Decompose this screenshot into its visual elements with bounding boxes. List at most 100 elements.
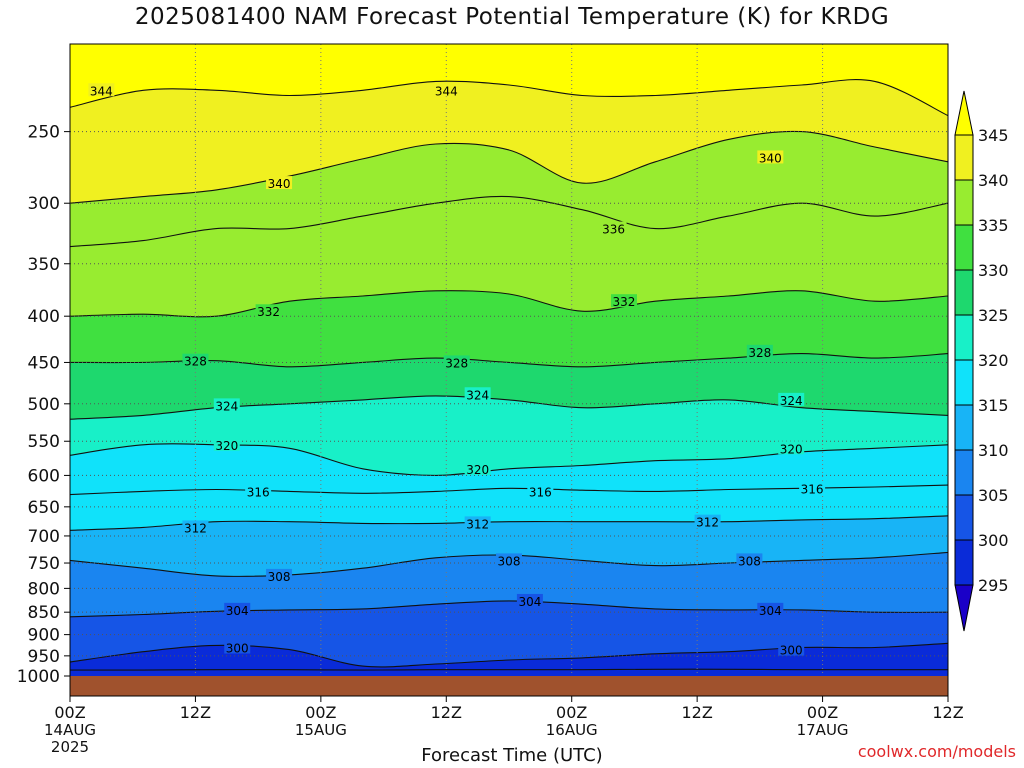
contour-label-bg	[464, 516, 491, 530]
contour-label: 316	[801, 482, 824, 496]
y-tick-label: 800	[28, 579, 60, 599]
contour-label: 308	[268, 570, 291, 584]
colorbar-segment	[954, 224, 974, 271]
credit-link[interactable]: coolwx.com/models	[857, 742, 1016, 761]
colorbar-label: 300	[978, 531, 1009, 550]
contour-label-bg	[799, 481, 826, 495]
contour-label-bg	[527, 484, 554, 498]
contour-label: 316	[529, 485, 552, 499]
contour-label: 300	[780, 644, 803, 658]
x-tick-label: 00Z	[305, 703, 336, 722]
y-tick-label: 250	[28, 123, 60, 143]
colorbar-segment	[954, 404, 974, 451]
contour-label-bg	[464, 461, 491, 475]
contour-label: 340	[759, 151, 782, 165]
contour-label-bg	[736, 553, 763, 567]
x-tick-label: 12Z	[180, 703, 211, 722]
contour-label-bg	[433, 83, 460, 97]
contour-label-bg	[757, 602, 784, 616]
ground-surface	[70, 676, 948, 696]
x-tick-label: 00Z	[556, 703, 587, 722]
x-tick-label: 12Z	[681, 703, 712, 722]
y-tick-label: 350	[28, 255, 60, 275]
colorbar-label: 335	[978, 216, 1009, 235]
contour-label: 320	[466, 463, 489, 477]
contour-label: 340	[268, 177, 291, 191]
y-tick-label: 900	[28, 626, 60, 646]
y-tick-label: 400	[28, 307, 60, 327]
temperature-fill	[70, 44, 948, 676]
contour-label-bg	[182, 520, 209, 534]
contour-labels: 344 344 340 340 336 332 332 328 328 328 324 324 324 3…	[88, 83, 826, 658]
contour-label-bg	[757, 150, 784, 164]
x-tick-label: 00Z	[54, 703, 85, 722]
contour-label-bg	[88, 83, 115, 97]
colorbar-segment	[954, 494, 974, 541]
contour-label-bg	[266, 176, 293, 190]
y-tick-label: 950	[28, 647, 60, 667]
contour-label-bg	[694, 514, 721, 528]
colorbar-segment	[954, 314, 974, 361]
contour-line-340	[70, 130, 948, 204]
y-tick-label: 600	[28, 466, 60, 486]
colorbar-segment	[954, 449, 974, 496]
y-tick-label: 300	[28, 194, 60, 214]
x-tick-date: 15AUG	[295, 721, 347, 739]
colorbar-label: 295	[978, 576, 1009, 595]
colorbar-label: 330	[978, 261, 1009, 280]
y-tick-label: 500	[28, 395, 60, 415]
contour-label-bg	[778, 441, 805, 455]
contour-label: 336	[602, 223, 625, 237]
colorbar-label: 340	[978, 171, 1009, 190]
contour-label-bg	[213, 437, 240, 451]
fill-band-296	[70, 669, 948, 676]
contour-label-bg	[746, 344, 773, 358]
contour-label-bg	[245, 484, 272, 498]
y-axis-ticks: 250 300 350 400 450 500 550 600 650 700 750 800 850 9…	[17, 123, 70, 687]
contour-label-bg	[443, 355, 470, 369]
x-tick-date: 16AUG	[546, 721, 598, 739]
contour-label: 324	[215, 399, 238, 413]
contour-label: 304	[759, 604, 782, 618]
colorbar-segment	[954, 134, 974, 181]
contour-label-bg	[255, 304, 282, 318]
contour-label: 312	[466, 517, 489, 531]
contour-line-332	[70, 290, 948, 318]
colorbar-label: 310	[978, 441, 1009, 460]
contour-label-bg	[600, 221, 627, 235]
contour-label-bg	[516, 593, 543, 607]
x-tick-date: 14AUG	[44, 721, 96, 739]
contour-line-296	[70, 668, 948, 671]
colorbar-label: 305	[978, 486, 1009, 505]
colorbar-segment	[954, 179, 974, 226]
y-tick-label: 700	[28, 527, 60, 547]
contour-label: 324	[780, 394, 803, 408]
contour-label: 308	[738, 554, 761, 568]
y-tick-label: 1000	[17, 667, 60, 687]
colorbar-label: 315	[978, 396, 1009, 415]
x-tick-year: 2025	[51, 738, 89, 756]
colorbar: 295 300 305 310 315 320 325 330 335 340 345	[954, 90, 1009, 632]
contour-label-bg	[778, 642, 805, 656]
colorbar-segment	[954, 359, 974, 406]
contour-label: 344	[435, 84, 458, 98]
colorbar-label: 345	[978, 126, 1009, 145]
contour-line-344	[70, 79, 948, 117]
contour-label: 300	[226, 642, 249, 656]
contour-label: 320	[780, 442, 803, 456]
contour-label: 332	[257, 305, 280, 319]
contour-label: 304	[518, 595, 541, 609]
y-tick-label: 850	[28, 603, 60, 623]
x-tick-label: 00Z	[807, 703, 838, 722]
contour-label-bg	[224, 602, 251, 616]
colorbar-label: 325	[978, 306, 1009, 325]
colorbar-extend-top	[954, 90, 974, 136]
contour-label: 332	[613, 295, 636, 309]
contour-label-bg	[778, 392, 805, 406]
contour-label: 328	[445, 356, 468, 370]
colorbar-extend-bottom	[954, 584, 974, 632]
contour-label-bg	[224, 640, 251, 654]
contour-label-bg	[213, 398, 240, 412]
